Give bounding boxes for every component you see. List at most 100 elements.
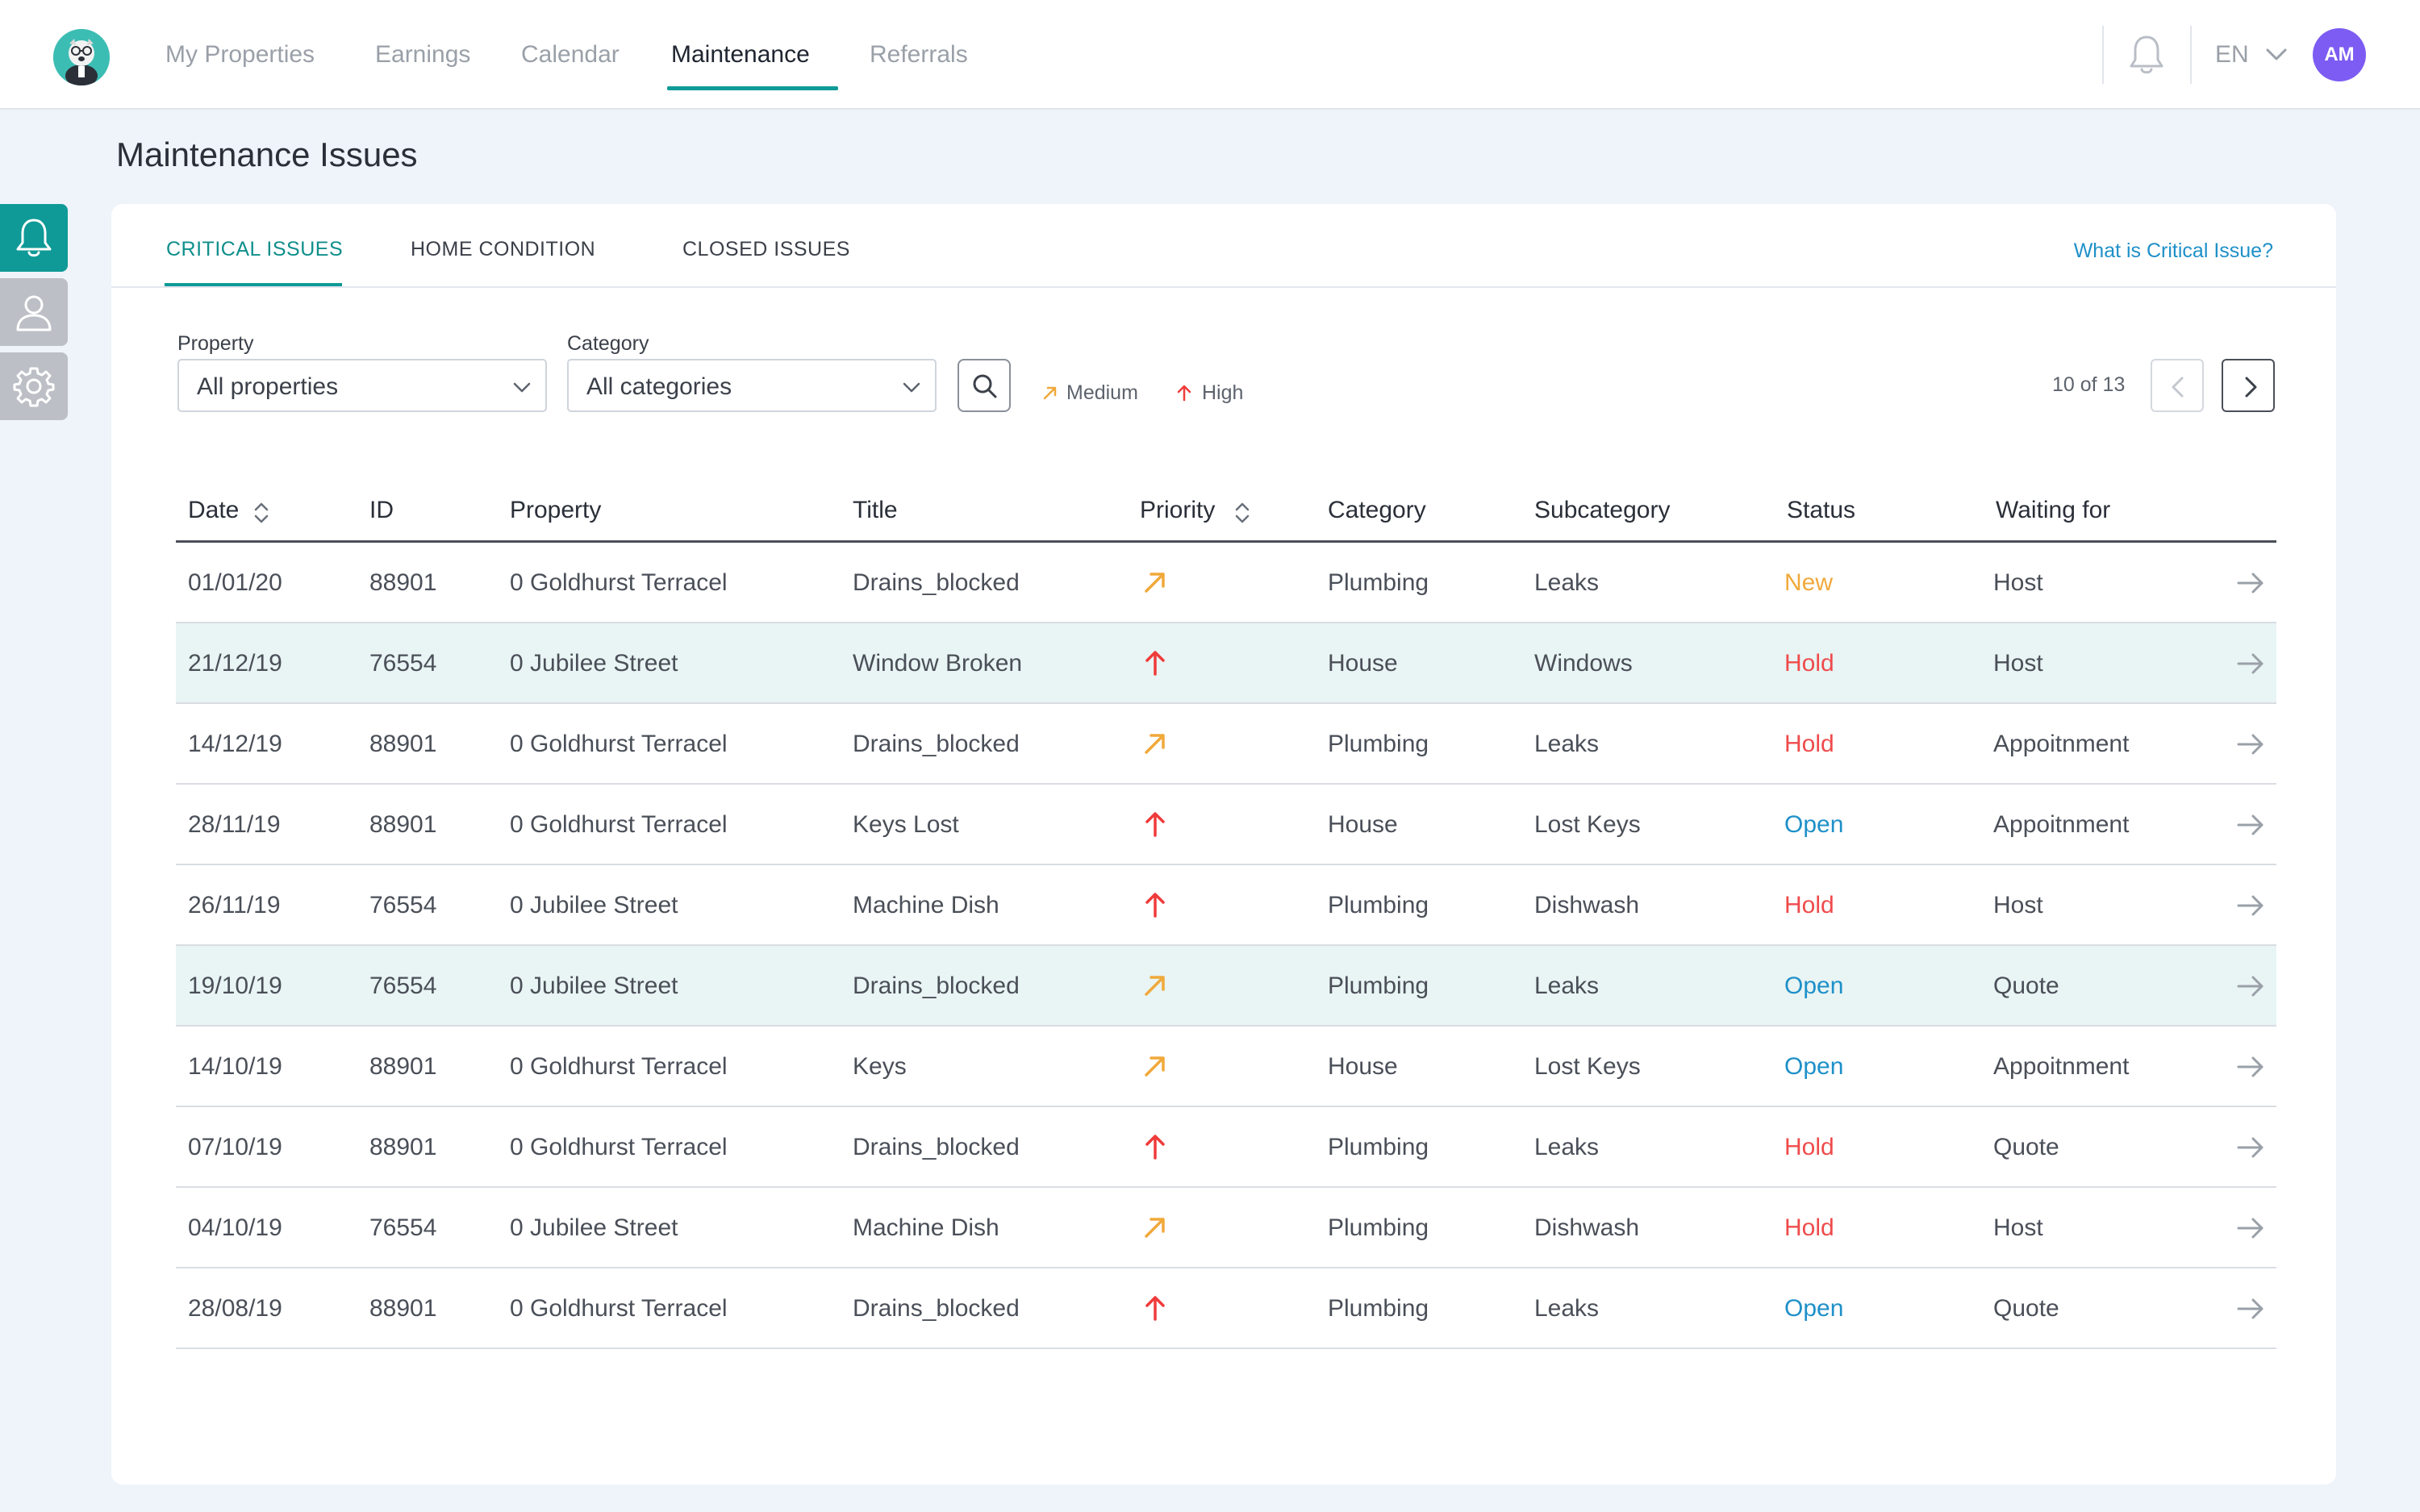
cell-property: 0 Goldhurst Terracel (510, 1134, 728, 1160)
next-page-button[interactable] (2222, 359, 2275, 412)
user-avatar[interactable]: AM (2313, 28, 2366, 81)
cell-waiting-for: Appoitnment (1993, 811, 2130, 838)
divider (2190, 26, 2192, 84)
table-row[interactable]: 28/11/19 88901 0 Goldhurst Terracel Keys Lo… (176, 785, 2276, 865)
notifications-bell-icon[interactable] (2126, 32, 2167, 77)
column-header-title: Title (853, 497, 898, 523)
cell-title: Drains_blocked (853, 731, 1020, 757)
chevron-down-icon (513, 382, 531, 393)
table-row[interactable]: 28/08/19 88901 0 Goldhurst Terracel Drains_… (176, 1268, 2276, 1349)
cell-property: 0 Jubilee Street (510, 973, 678, 999)
previous-page-button[interactable] (2151, 359, 2204, 412)
column-header-category: Category (1328, 497, 1426, 523)
cell-status: Open (1784, 811, 1844, 838)
search-icon (973, 374, 997, 398)
category-select[interactable]: All categories (567, 359, 937, 412)
rail-settings-button[interactable] (0, 352, 68, 420)
arrow-right-icon[interactable] (2235, 810, 2266, 839)
cell-property: 0 Goldhurst Terracel (510, 731, 728, 757)
table-row[interactable]: 21/12/19 76554 0 Jubilee Street Window Brok… (176, 623, 2276, 704)
issues-table-body: 01/01/20 88901 0 Goldhurst Terracel Drains_… (176, 543, 2276, 1349)
cell-date: 28/08/19 (188, 1295, 282, 1322)
gear-icon (13, 367, 55, 407)
arrow-right-icon[interactable] (2235, 1214, 2266, 1243)
language-selector[interactable]: EN (2215, 41, 2249, 68)
cell-title: Drains_blocked (853, 1134, 1020, 1160)
rail-notifications-button[interactable] (0, 204, 68, 272)
cell-date: 04/10/19 (188, 1214, 282, 1241)
property-select[interactable]: All properties (177, 359, 547, 412)
table-row[interactable]: 04/10/19 76554 0 Jubilee Street Machine Dis… (176, 1188, 2276, 1268)
cell-category: House (1328, 1053, 1398, 1080)
nav-active-indicator (667, 86, 838, 90)
column-header-waiting-for: Waiting for (1996, 497, 2111, 523)
cell-id: 88901 (369, 811, 437, 838)
bell-icon (16, 219, 52, 257)
nav-my-properties[interactable]: My Properties (165, 41, 315, 68)
rail-profile-button[interactable] (0, 278, 68, 346)
cell-waiting-for: Host (1993, 1214, 2043, 1241)
nav-referrals[interactable]: Referrals (870, 41, 968, 68)
cell-category: House (1328, 811, 1398, 838)
cell-subcategory: Leaks (1534, 1295, 1600, 1322)
cell-date: 07/10/19 (188, 1134, 282, 1160)
cell-id: 88901 (369, 1295, 437, 1322)
nav-earnings[interactable]: Earnings (375, 41, 471, 68)
arrow-right-icon[interactable] (2235, 649, 2266, 678)
medium-priority-icon (1145, 976, 1165, 996)
cell-status: Hold (1784, 892, 1834, 918)
table-row[interactable]: 07/10/19 88901 0 Goldhurst Terracel Drains_… (176, 1107, 2276, 1188)
cell-title: Machine Dish (853, 1214, 999, 1241)
cell-category: Plumbing (1328, 1295, 1429, 1322)
nav-maintenance[interactable]: Maintenance (671, 41, 810, 68)
arrow-right-icon[interactable] (2235, 569, 2266, 598)
cell-subcategory: Leaks (1534, 1134, 1600, 1160)
table-row[interactable]: 26/11/19 76554 0 Jubilee Street Machine Dis… (176, 865, 2276, 946)
high-priority-icon (1145, 893, 1165, 918)
search-button[interactable] (958, 359, 1011, 412)
high-priority-icon (1145, 1296, 1165, 1321)
cell-category: Plumbing (1328, 731, 1429, 757)
chevron-down-icon (903, 382, 920, 393)
column-header-priority[interactable]: Priority (1140, 497, 1216, 523)
tab-home-condition[interactable]: HOME CONDITION (411, 238, 596, 260)
arrow-right-icon[interactable] (2235, 730, 2266, 759)
cell-date: 01/01/20 (188, 569, 282, 596)
arrow-right-icon[interactable] (2235, 1133, 2266, 1162)
tab-critical-issues[interactable]: CRITICAL ISSUES (166, 238, 344, 260)
medium-priority-icon (1145, 1218, 1165, 1238)
cell-property: 0 Goldhurst Terracel (510, 1295, 728, 1322)
cell-category: Plumbing (1328, 973, 1429, 999)
cell-status: Open (1784, 1053, 1844, 1080)
sort-icon[interactable] (1233, 501, 1251, 525)
column-header-date[interactable]: Date (188, 497, 240, 523)
chevron-right-icon (2245, 377, 2257, 398)
sort-icon[interactable] (252, 501, 270, 525)
maintenance-card: CRITICAL ISSUES HOME CONDITION CLOSED IS… (111, 204, 2336, 1485)
cell-id: 76554 (369, 892, 437, 918)
logo[interactable] (53, 29, 110, 85)
cell-status: Hold (1784, 1134, 1834, 1160)
high-priority-icon (1145, 651, 1165, 676)
chevron-down-icon[interactable] (2264, 42, 2289, 68)
cell-date: 26/11/19 (188, 892, 281, 918)
table-row[interactable]: 14/12/19 88901 0 Goldhurst Terracel Drains_… (176, 704, 2276, 785)
legend-high-label: High (1202, 381, 1244, 404)
cell-title: Keys Lost (853, 811, 959, 838)
table-row[interactable]: 19/10/19 76554 0 Jubilee Street Drains_bloc… (176, 946, 2276, 1027)
what-is-critical-issue-link[interactable]: What is Critical Issue? (2073, 240, 2273, 262)
nav-calendar[interactable]: Calendar (521, 41, 620, 68)
top-navigation-bar: My Properties Earnings Calendar Maintena… (0, 0, 2420, 110)
mascot-logo-icon (53, 29, 110, 85)
arrow-right-icon[interactable] (2235, 1052, 2266, 1081)
property-filter-label: Property (177, 332, 254, 355)
arrow-right-icon[interactable] (2235, 891, 2266, 920)
arrow-right-icon[interactable] (2235, 972, 2266, 1001)
table-row[interactable]: 14/10/19 88901 0 Goldhurst Terracel Keys Hou… (176, 1027, 2276, 1107)
cell-subcategory: Dishwash (1534, 892, 1640, 918)
tabs-divider (111, 286, 2336, 288)
arrow-right-icon[interactable] (2235, 1294, 2266, 1323)
table-row[interactable]: 01/01/20 88901 0 Goldhurst Terracel Drains_… (176, 543, 2276, 623)
tab-closed-issues[interactable]: CLOSED ISSUES (682, 238, 850, 260)
cell-id: 76554 (369, 1214, 437, 1241)
